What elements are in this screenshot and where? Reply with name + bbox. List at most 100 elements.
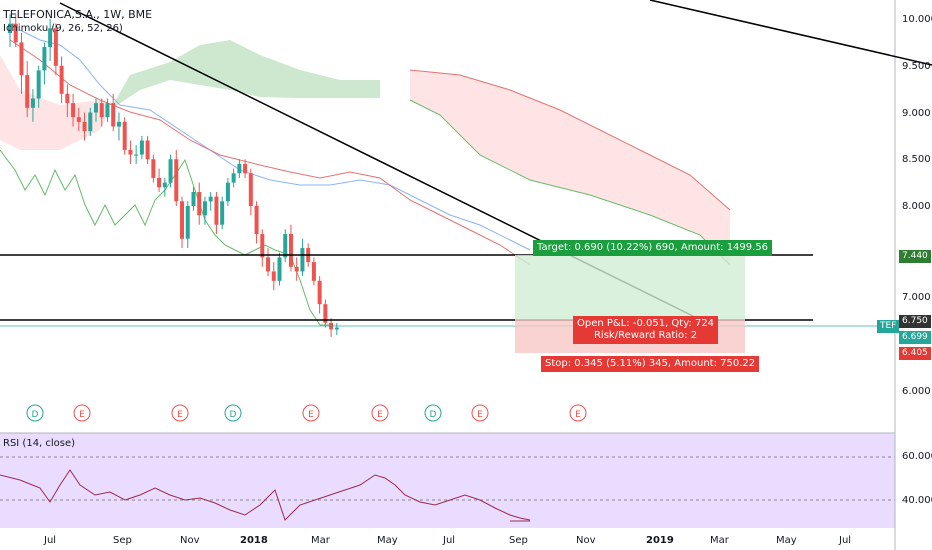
- pnl-label[interactable]: Open P&L: -0.051, Qty: 724 Risk/Reward R…: [573, 316, 719, 344]
- rsi-tick: 60.0000: [902, 451, 932, 462]
- candle-up: [300, 248, 305, 272]
- candle-down: [243, 163, 248, 174]
- time-tick: Mar: [311, 535, 330, 546]
- senkou-a-line: [409, 69, 731, 211]
- senkou-b-line: [409, 99, 731, 266]
- candle-down: [197, 191, 202, 216]
- candle-up: [334, 327, 339, 330]
- price-tick: 7.000: [902, 292, 931, 303]
- candle-up: [36, 70, 41, 99]
- candle-down: [53, 28, 58, 66]
- candle-down: [248, 173, 253, 206]
- event-marker-label: E: [477, 410, 483, 420]
- risk-reward-text: Risk/Reward Ratio: 2: [593, 330, 698, 341]
- candle-up: [162, 182, 167, 188]
- time-tick: Nov: [576, 535, 596, 546]
- event-marker-earnings: [302, 404, 320, 422]
- event-marker-earnings: [569, 404, 587, 422]
- price-tick: 6.000: [902, 386, 931, 397]
- event-marker-label: E: [308, 410, 314, 420]
- candle-down: [71, 103, 76, 118]
- price-tick: 8.500: [902, 154, 931, 165]
- candle-down: [260, 234, 265, 258]
- time-tick: 2019: [646, 535, 674, 546]
- candle-up: [116, 121, 121, 127]
- candle-up: [208, 196, 213, 202]
- candle-down: [122, 121, 127, 150]
- ticker-badge: TEF: [877, 320, 900, 333]
- stop-price-label: 6.405: [899, 347, 931, 360]
- rsi-line: [0, 469, 531, 521]
- ichimoku-cloud-bear-future: [410, 70, 730, 265]
- candle-up: [139, 140, 144, 155]
- time-tick: Jul: [44, 535, 57, 546]
- event-marker-label: D: [32, 410, 39, 420]
- candle-down: [65, 93, 70, 104]
- candle-down: [311, 262, 316, 281]
- target-price-label: 7.440: [899, 250, 931, 263]
- candle-down: [157, 177, 162, 188]
- price-tick: 9.000: [902, 108, 931, 119]
- candle-up: [231, 173, 236, 183]
- candle-down: [271, 271, 276, 281]
- candle-up: [8, 23, 12, 34]
- event-marker-earnings: [371, 404, 389, 422]
- candle-up: [105, 103, 110, 118]
- candle-down: [266, 257, 271, 272]
- price-tick: 9.500: [902, 61, 931, 72]
- candle-down: [76, 117, 81, 122]
- event-marker-earnings: [171, 404, 189, 422]
- event-marker-label: E: [79, 410, 85, 420]
- event-marker-dividend: [26, 404, 44, 422]
- candle-up: [237, 163, 242, 174]
- ichimoku-cloud-bull: [110, 40, 380, 110]
- candle-down: [13, 23, 18, 43]
- candle-up: [94, 103, 99, 113]
- candle-up: [42, 47, 47, 71]
- candle-down: [151, 159, 156, 178]
- candle-up: [30, 98, 35, 108]
- stop-label[interactable]: Stop: 0.345 (5.11%) 345, Amount: 750.22: [541, 356, 760, 372]
- rsi-label: RSI (14, close): [3, 438, 76, 449]
- kijun-line: [9, 39, 531, 266]
- symbol-title: TELEFONICA,S.A., 1W, BME: [3, 8, 153, 21]
- candle-down: [288, 234, 293, 267]
- candle-down: [111, 103, 116, 127]
- position-target-zone: [515, 255, 745, 320]
- candle-down: [99, 103, 104, 118]
- price-tick: 10.000: [902, 14, 932, 25]
- time-tick: Jul: [443, 535, 456, 546]
- event-marker-earnings: [73, 404, 91, 422]
- rsi-tick: 40.0000: [902, 495, 932, 506]
- event-marker-label: D: [230, 410, 237, 420]
- event-marker-label: D: [430, 410, 437, 420]
- time-tick: Jul: [839, 535, 852, 546]
- candle-down: [317, 280, 322, 305]
- candle-down: [214, 196, 219, 225]
- ichimoku-label: Ichimoku (9, 26, 52, 26): [3, 23, 123, 34]
- candle-down: [145, 140, 150, 160]
- trendline-upper: [649, 0, 932, 66]
- last-price-label: 6.699: [899, 331, 931, 344]
- candle-down: [174, 159, 179, 202]
- target-label[interactable]: Target: 0.690 (10.22%) 690, Amount: 1499…: [533, 240, 773, 256]
- candle-down: [128, 149, 133, 155]
- candle-up: [283, 234, 288, 258]
- time-tick: Sep: [113, 535, 132, 546]
- candle-up: [134, 154, 139, 156]
- time-tick: Nov: [180, 535, 200, 546]
- candle-down: [323, 304, 328, 323]
- candle-up: [220, 201, 225, 225]
- ichimoku-cloud-bear: [0, 55, 110, 150]
- time-tick: Mar: [710, 535, 729, 546]
- price-tick: 8.000: [902, 201, 931, 212]
- candle-up: [225, 182, 230, 202]
- candle-down: [25, 75, 30, 108]
- candle-down: [294, 266, 299, 272]
- candle-down: [19, 42, 24, 76]
- entry-price-label: 6.750: [899, 315, 931, 328]
- time-tick: May: [377, 535, 398, 546]
- candle-up: [191, 191, 196, 206]
